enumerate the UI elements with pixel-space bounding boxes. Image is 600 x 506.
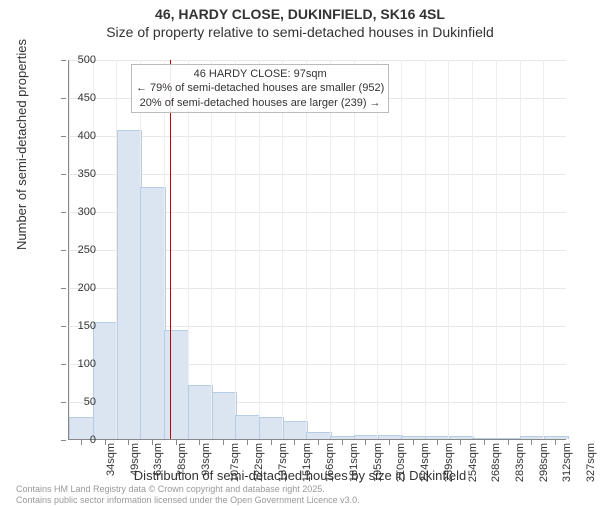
y-tick-label: 100 xyxy=(66,358,96,370)
histogram-bar xyxy=(306,432,331,439)
annotation-line2: ← 79% of semi-detached houses are smalle… xyxy=(136,81,384,95)
gridline-h xyxy=(69,60,566,61)
gridline-v xyxy=(448,60,449,439)
x-tick xyxy=(508,440,509,445)
gridline-v xyxy=(211,60,212,439)
x-tick xyxy=(413,440,414,445)
chart-area: 34sqm49sqm63sqm78sqm93sqm107sqm122sqm137… xyxy=(68,60,566,440)
gridline-v xyxy=(354,60,355,439)
histogram-bar xyxy=(401,436,426,439)
y-tick-label: 0 xyxy=(66,434,96,446)
subject-marker-line xyxy=(170,60,171,439)
y-tick-label: 500 xyxy=(66,54,96,66)
histogram-bar xyxy=(259,417,284,439)
histogram-bar xyxy=(117,130,142,439)
gridline-v xyxy=(235,60,236,439)
annotation-line3: 20% of semi-detached houses are larger (… xyxy=(136,96,384,110)
x-tick xyxy=(176,440,177,445)
histogram-bar xyxy=(140,187,165,439)
histogram-bar xyxy=(188,385,213,439)
x-tick xyxy=(223,440,224,445)
x-tick xyxy=(128,440,129,445)
histogram-bar xyxy=(449,436,474,439)
annotation-line1: 46 HARDY CLOSE: 97sqm xyxy=(136,67,384,81)
histogram-bar xyxy=(496,438,521,439)
x-tick xyxy=(365,440,366,445)
histogram-bar xyxy=(235,415,260,439)
gridline-v xyxy=(330,60,331,439)
gridline-v xyxy=(425,60,426,439)
y-tick-label: 350 xyxy=(66,168,96,180)
chart-title-sub: Size of property relative to semi-detach… xyxy=(0,24,600,40)
x-tick xyxy=(247,440,248,445)
histogram-bar xyxy=(544,436,569,439)
plot-region: 34sqm49sqm63sqm78sqm93sqm107sqm122sqm137… xyxy=(68,60,566,440)
x-axis-label: Distribution of semi-detached houses by … xyxy=(0,468,600,483)
x-tick xyxy=(294,440,295,445)
x-tick xyxy=(199,440,200,445)
y-tick-label: 150 xyxy=(66,320,96,332)
footer-line1: Contains HM Land Registry data © Crown c… xyxy=(16,484,360,495)
gridline-v xyxy=(401,60,402,439)
x-tick xyxy=(342,440,343,445)
x-tick xyxy=(484,440,485,445)
y-tick-label: 450 xyxy=(66,92,96,104)
x-tick xyxy=(105,440,106,445)
histogram-bar xyxy=(93,322,118,439)
gridline-h xyxy=(69,136,566,137)
histogram-bar xyxy=(378,435,403,439)
gridline-v xyxy=(282,60,283,439)
footer-attribution: Contains HM Land Registry data © Crown c… xyxy=(16,484,360,506)
gridline-v xyxy=(377,60,378,439)
x-tick xyxy=(318,440,319,445)
annotation-box: 46 HARDY CLOSE: 97sqm← 79% of semi-detac… xyxy=(131,64,389,113)
gridline-v xyxy=(496,60,497,439)
x-tick xyxy=(389,440,390,445)
y-tick-label: 400 xyxy=(66,130,96,142)
gridline-v xyxy=(188,60,189,439)
gridline-v xyxy=(520,60,521,439)
histogram-bar xyxy=(425,436,450,439)
y-axis-label: Number of semi-detached properties xyxy=(14,39,29,250)
y-tick-label: 300 xyxy=(66,206,96,218)
histogram-bar xyxy=(283,421,308,439)
histogram-bar xyxy=(164,330,189,439)
histogram-bar xyxy=(520,436,545,439)
chart-title-main: 46, HARDY CLOSE, DUKINFIELD, SK16 4SL xyxy=(0,6,600,22)
x-tick xyxy=(531,440,532,445)
gridline-v xyxy=(259,60,260,439)
y-tick-label: 50 xyxy=(66,396,96,408)
histogram-bar xyxy=(330,436,355,439)
x-tick xyxy=(460,440,461,445)
histogram-bar xyxy=(472,438,497,439)
gridline-v xyxy=(306,60,307,439)
x-tick xyxy=(437,440,438,445)
y-tick-label: 200 xyxy=(66,282,96,294)
x-tick xyxy=(271,440,272,445)
histogram-bar xyxy=(212,392,237,439)
histogram-bar xyxy=(354,435,379,439)
footer-line2: Contains public sector information licen… xyxy=(16,495,360,506)
gridline-h xyxy=(69,174,566,175)
x-tick xyxy=(555,440,556,445)
gridline-v xyxy=(472,60,473,439)
x-tick xyxy=(152,440,153,445)
y-tick-label: 250 xyxy=(66,244,96,256)
gridline-v xyxy=(543,60,544,439)
